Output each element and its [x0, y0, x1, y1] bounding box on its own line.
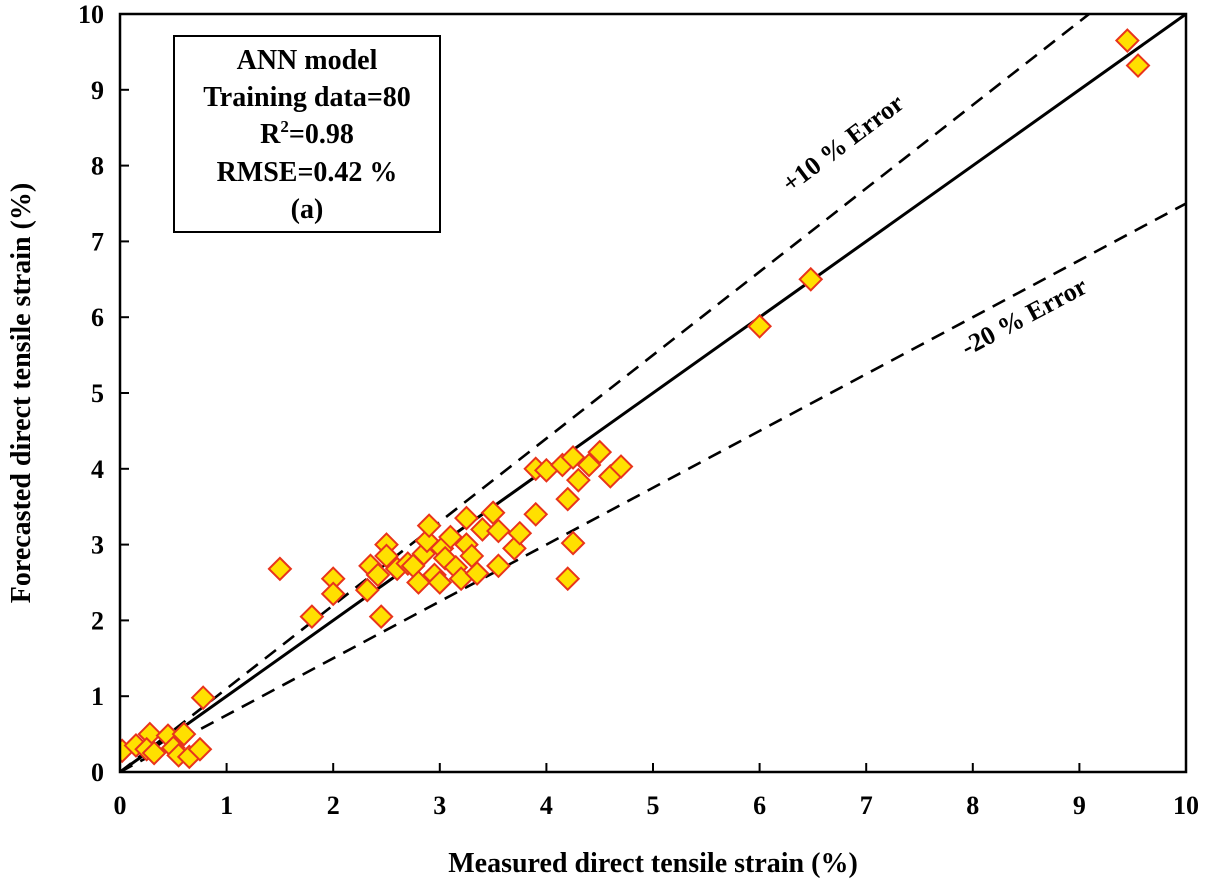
info-r-squared: R2=0.98: [260, 117, 354, 150]
data-point: [486, 518, 511, 544]
data-point: [565, 467, 591, 493]
y-tick-label: 10: [78, 0, 104, 29]
info-r-superscript: 2: [280, 117, 289, 136]
x-tick-label: 0: [114, 791, 127, 820]
reference-line-one-to-one: [120, 14, 1186, 772]
info-training-data: Training data=80: [203, 82, 411, 113]
x-tick-label: 2: [327, 791, 340, 820]
y-axis-title: Forecasted direct tensile strain (%): [6, 183, 37, 603]
data-point: [555, 486, 581, 512]
data-point: [470, 517, 495, 542]
y-tick-label: 9: [91, 76, 104, 105]
info-r-symbol: R: [260, 119, 281, 150]
data-point: [560, 445, 586, 470]
data-point: [374, 543, 399, 569]
x-tick-label: 8: [966, 791, 979, 820]
data-point: [555, 566, 581, 592]
data-point: [798, 266, 824, 292]
data-point: [480, 500, 506, 526]
y-tick-label: 0: [91, 758, 104, 787]
plus-10-error-label: +10 % Error: [777, 88, 910, 198]
data-point: [416, 513, 442, 539]
data-point: [747, 313, 773, 339]
info-box-frame: [173, 35, 441, 233]
data-point: [1125, 53, 1151, 78]
x-tick-label: 6: [753, 791, 766, 820]
data-point: [171, 721, 197, 747]
info-r-value: =0.98: [289, 119, 354, 150]
data-point: [365, 562, 391, 588]
data-point: [560, 530, 586, 556]
data-point: [523, 501, 549, 527]
reference-line-minus-20: [120, 202, 1186, 772]
y-tick-label: 4: [91, 455, 104, 484]
y-tick-label: 7: [91, 227, 104, 256]
y-tick-label: 1: [91, 682, 104, 711]
x-tick-label: 3: [433, 791, 446, 820]
data-point: [406, 570, 431, 595]
info-model-name: ANN model: [237, 45, 378, 76]
x-tick-label: 10: [1173, 791, 1199, 820]
data-point: [576, 452, 602, 478]
x-tick-label: 7: [860, 791, 873, 820]
x-tick-label: 9: [1073, 791, 1086, 820]
data-point: [187, 736, 213, 762]
data-point: [190, 685, 216, 711]
info-panel-label: (a): [291, 194, 324, 225]
y-tick-label: 5: [91, 379, 104, 408]
y-tick-label: 8: [91, 152, 104, 181]
y-tick-label: 2: [91, 606, 104, 635]
y-tick-label: 6: [91, 303, 104, 332]
info-rmse: RMSE=0.42 %: [217, 157, 398, 188]
reference-line-plus-10: [120, 14, 1092, 772]
data-point: [299, 604, 325, 630]
y-tick-label: 3: [91, 531, 104, 560]
data-point: [454, 505, 479, 531]
data-point: [438, 524, 463, 550]
data-point: [587, 439, 613, 465]
x-tick-label: 4: [540, 791, 553, 820]
info-box: ANN model Training data=80 R2=0.98 RMSE=…: [173, 35, 441, 233]
x-axis-title: Measured direct tensile strain (%): [448, 848, 858, 879]
x-tick-label: 5: [647, 791, 660, 820]
data-point: [368, 604, 394, 630]
data-point: [427, 570, 453, 595]
data-point: [486, 553, 511, 579]
x-tick-label: 1: [220, 791, 233, 820]
data-point: [507, 520, 533, 546]
data-point: [267, 556, 293, 582]
data-point: [354, 577, 380, 603]
data-point: [608, 454, 634, 479]
data-point: [464, 560, 490, 586]
data-point: [141, 740, 167, 766]
data-point: [1114, 28, 1140, 53]
data-point: [320, 581, 346, 607]
